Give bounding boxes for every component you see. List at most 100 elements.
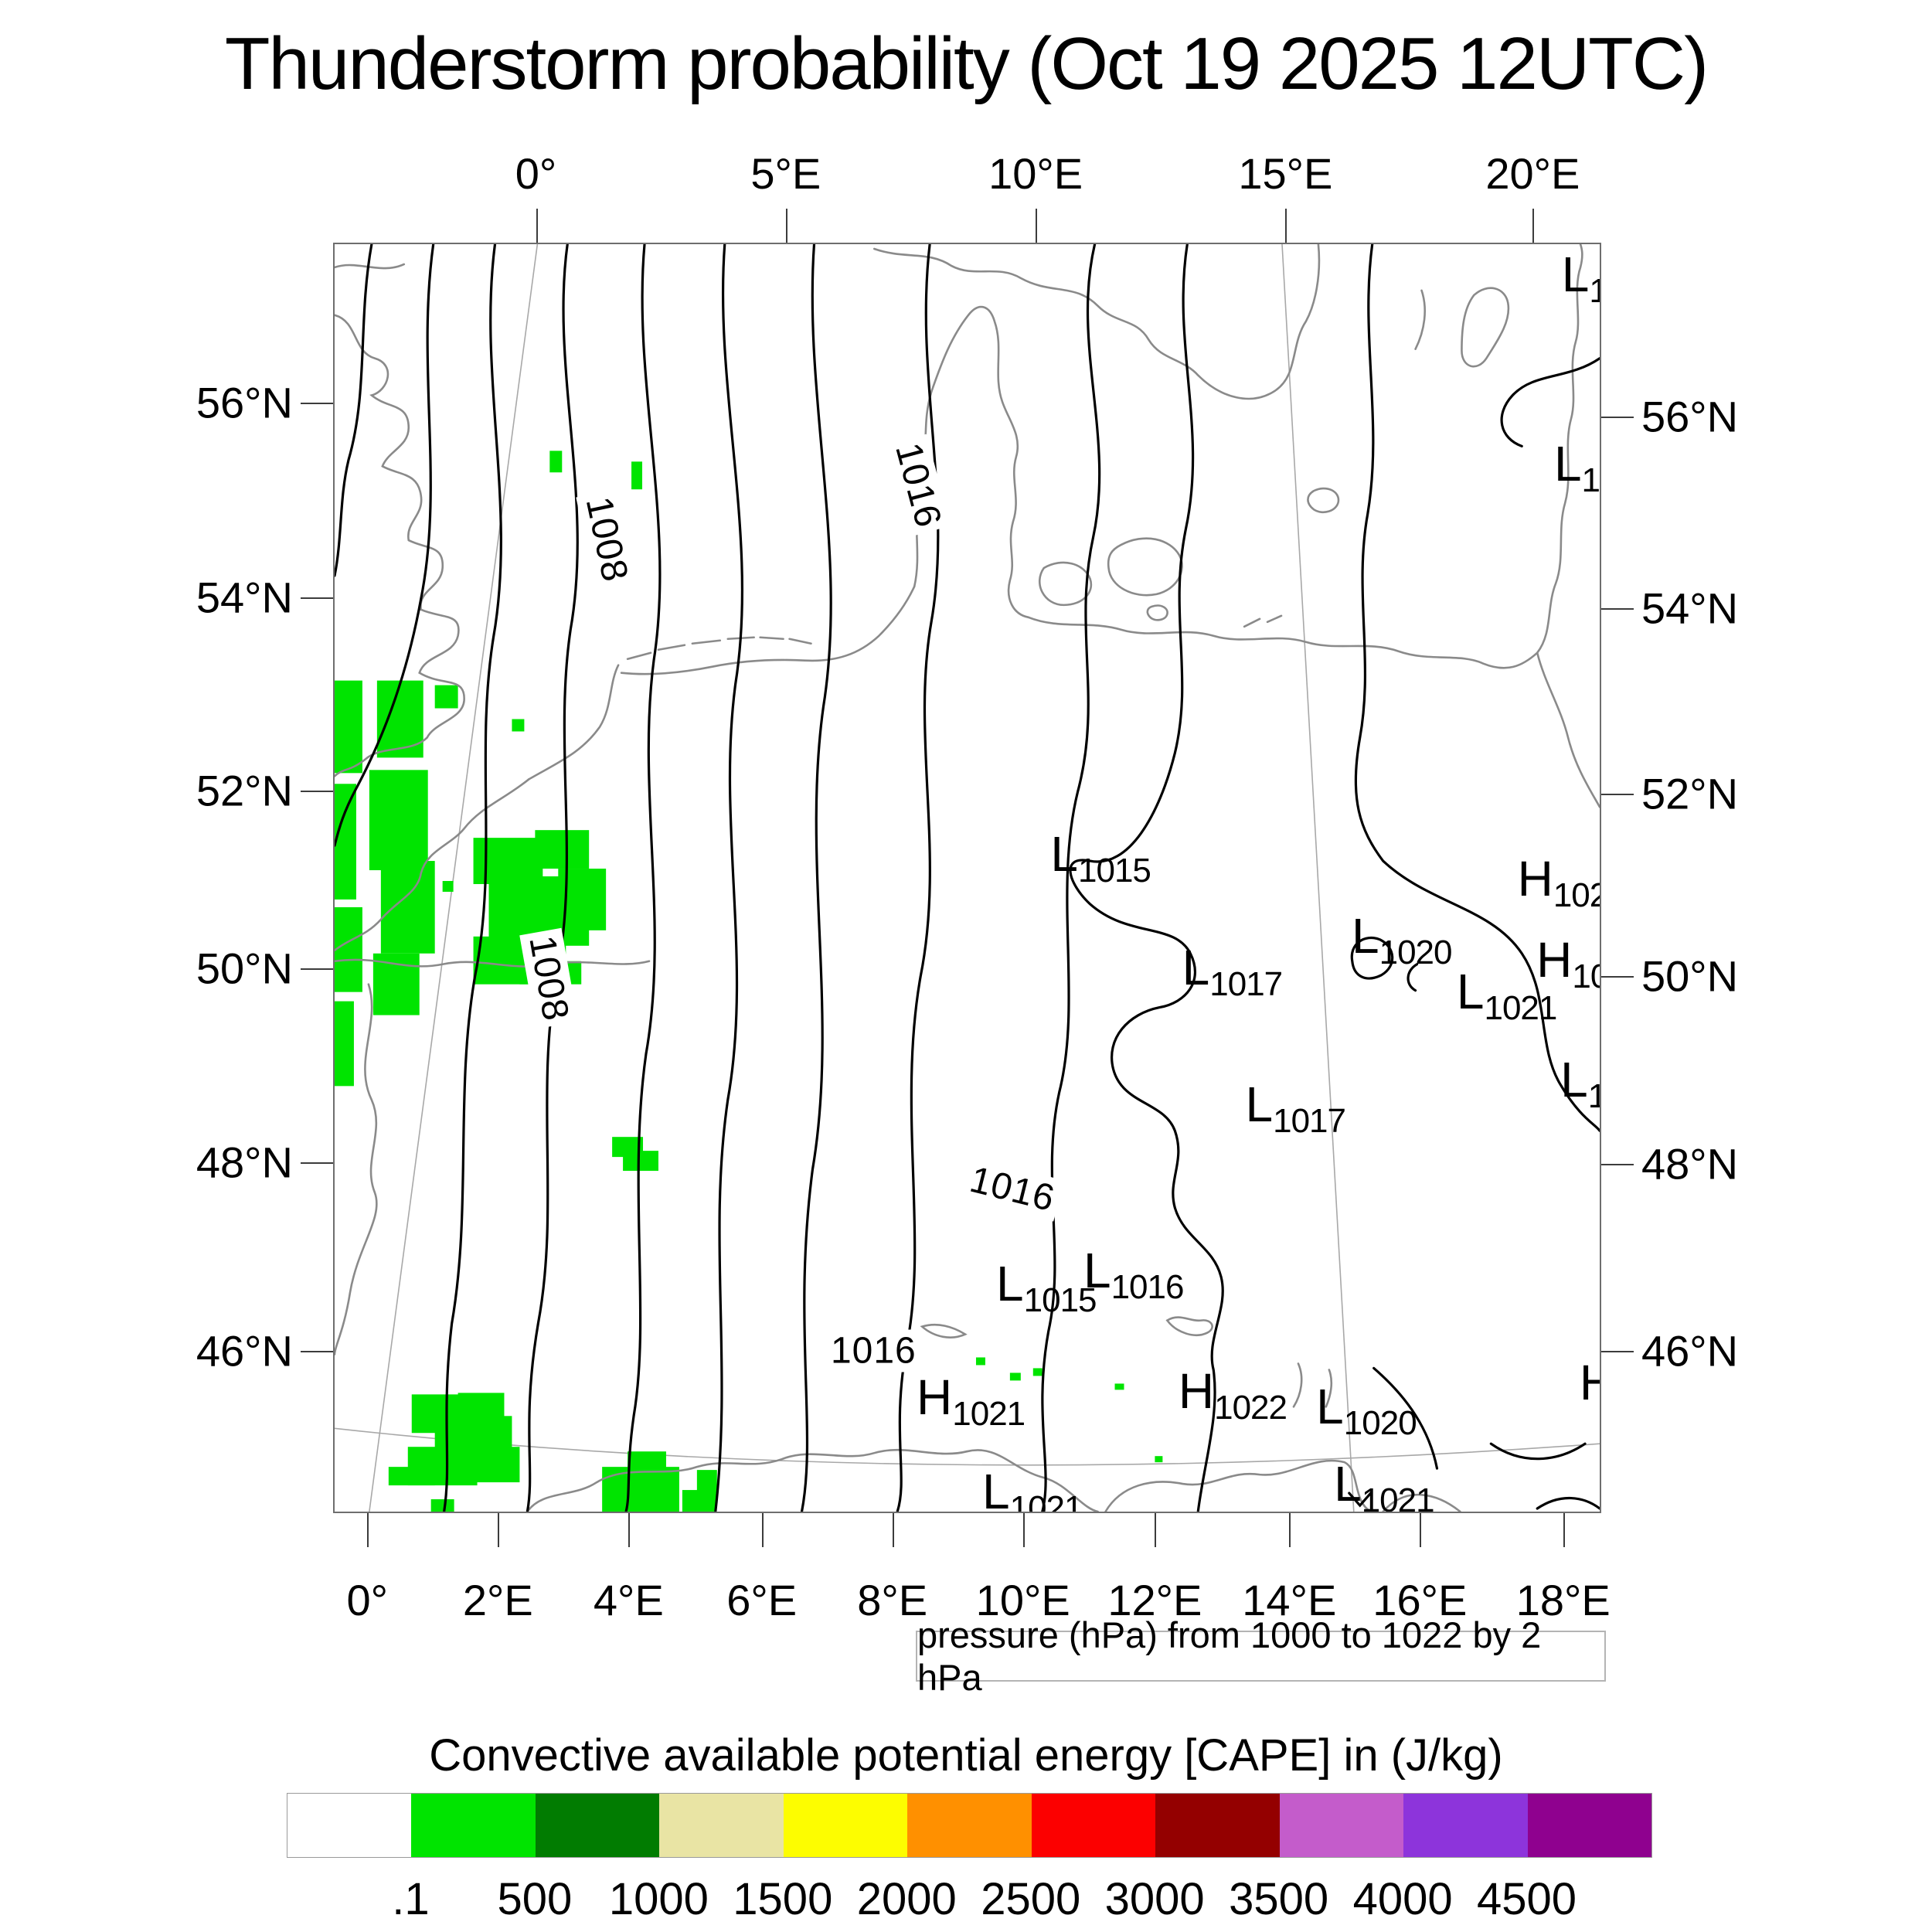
pressure-caption-box: pressure (hPa) from 1000 to 1022 by 2 hP… xyxy=(916,1614,1606,1698)
pressure-center-label: L1021 xyxy=(982,1463,1083,1512)
cape-color-segment xyxy=(1155,1794,1280,1857)
left-axis-label: 54°N xyxy=(196,573,293,622)
top-axis-tick xyxy=(1532,209,1535,243)
contour-value-label: 1016 xyxy=(825,1329,921,1372)
cape-color-segment xyxy=(287,1794,412,1857)
cape-color-segment xyxy=(535,1794,660,1857)
right-axis-label: 52°N xyxy=(1641,769,1739,818)
pressure-center-label: L1020 xyxy=(1352,908,1452,972)
right-axis-tick xyxy=(1601,1350,1634,1352)
pressure-center-label: L1016 xyxy=(1083,1243,1184,1307)
bottom-axis-label: 10°E xyxy=(975,1576,1070,1624)
map-clip-area: L10L102L1015H1024L1020H1024L1021L1017L10… xyxy=(335,244,1600,1512)
page-title: Thunderstorm probability (Oct 19 2025 12… xyxy=(224,22,1709,105)
pressure-center-label: L1017 xyxy=(1245,1077,1346,1141)
bottom-axis-tick xyxy=(892,1513,894,1547)
top-axis-label: 15°E xyxy=(1238,149,1333,198)
pressure-center-label: L1015 xyxy=(1050,825,1151,889)
bottom-axis-tick xyxy=(1022,1513,1025,1547)
right-axis-tick xyxy=(1601,975,1634,978)
pressure-center-label: H1022 xyxy=(1178,1363,1287,1427)
cape-color-segment xyxy=(907,1794,1032,1857)
left-axis-label: 52°N xyxy=(196,766,293,815)
top-axis-tick xyxy=(1285,209,1287,243)
top-axis-tick xyxy=(1036,209,1038,243)
cape-boundary-label: 2500 xyxy=(981,1874,1081,1924)
bottom-axis-label: 16°E xyxy=(1372,1576,1468,1624)
pressure-center-label: L1017 xyxy=(1182,940,1283,1004)
bottom-axis-label: 0° xyxy=(346,1576,389,1624)
cape-boundary-label: 4500 xyxy=(1477,1874,1577,1924)
pressure-contours xyxy=(335,244,1600,1512)
bottom-axis-tick xyxy=(1563,1513,1565,1547)
bottom-axis-tick xyxy=(628,1513,631,1547)
pressure-center-label: L10 xyxy=(1560,1051,1600,1115)
bottom-axis-tick xyxy=(498,1513,500,1547)
pressure-caption-text: pressure (hPa) from 1000 to 1022 by 2 hP… xyxy=(917,1614,1542,1698)
cape-boundary-label: 2000 xyxy=(856,1874,957,1924)
left-axis-tick xyxy=(301,790,333,792)
cape-boundary-label: 1000 xyxy=(608,1874,709,1924)
right-axis-label: 48°N xyxy=(1641,1139,1739,1189)
top-axis-label: 0° xyxy=(515,149,557,198)
top-axis-tick xyxy=(536,209,538,243)
cape-color-segment xyxy=(1279,1794,1404,1857)
left-axis-tick xyxy=(301,597,333,599)
cape-boundary-label: 3000 xyxy=(1104,1874,1205,1924)
right-axis-label: 54°N xyxy=(1641,583,1739,633)
bottom-axis-label: 6°E xyxy=(726,1576,798,1624)
cape-boundary-label: 3500 xyxy=(1229,1874,1329,1924)
left-axis-label: 48°N xyxy=(196,1138,293,1187)
map-graphics xyxy=(335,244,1600,1512)
right-axis-label: 46°N xyxy=(1641,1326,1739,1376)
right-axis-tick xyxy=(1601,608,1634,611)
left-axis-tick xyxy=(301,403,333,405)
cape-green-patches xyxy=(335,451,1163,1512)
cape-boundary-label: 4000 xyxy=(1352,1874,1453,1924)
bottom-axis-label: 8°E xyxy=(857,1576,928,1624)
right-axis-label: 50°N xyxy=(1641,951,1739,1001)
bottom-axis-tick xyxy=(1420,1513,1422,1547)
pressure-center-label: L10 xyxy=(1561,247,1600,311)
right-axis-label: 56°N xyxy=(1641,392,1739,441)
bottom-axis-label: 18°E xyxy=(1515,1576,1611,1624)
graticule-lines xyxy=(335,244,1600,1512)
cape-color-segment xyxy=(783,1794,908,1857)
bottom-axis-tick xyxy=(367,1513,369,1547)
pressure-center-label: H1024 xyxy=(1517,851,1600,915)
bottom-axis-label: 12°E xyxy=(1107,1576,1202,1624)
top-axis-label: 20°E xyxy=(1485,149,1580,198)
cape-colorbar-labels: .1 500 1000 1500 2000 2500 3000 3500 4000 4500 xyxy=(287,1873,1651,1927)
left-axis-tick xyxy=(301,968,333,970)
cape-boundary-label: 500 xyxy=(497,1874,573,1924)
bottom-axis-tick xyxy=(761,1513,764,1547)
cape-color-segment xyxy=(1031,1794,1156,1857)
bottom-axis-label: 14°E xyxy=(1242,1576,1337,1624)
bottom-axis-tick xyxy=(1289,1513,1291,1547)
left-axis-tick xyxy=(301,1162,333,1165)
bottom-axis-tick xyxy=(1155,1513,1157,1547)
pressure-center-label: H1021 xyxy=(917,1369,1026,1434)
top-axis-tick xyxy=(785,209,787,243)
pressure-center-label: L1021 xyxy=(1456,964,1557,1028)
cape-boundary-label: 1500 xyxy=(733,1874,833,1924)
right-axis-tick xyxy=(1601,417,1634,419)
pressure-center-label: L102 xyxy=(1553,435,1600,499)
pressure-center-label: H1024 xyxy=(1536,932,1600,996)
cape-color-segment xyxy=(411,1794,536,1857)
top-axis-label: 10°E xyxy=(988,149,1083,198)
cape-color-segment xyxy=(1403,1794,1528,1857)
bottom-axis-label: 4°E xyxy=(593,1576,664,1624)
left-axis-label: 56°N xyxy=(196,378,293,427)
cape-color-segment xyxy=(659,1794,784,1857)
pressure-center-label: L1021 xyxy=(1334,1455,1434,1512)
left-axis-tick xyxy=(301,1350,333,1352)
bottom-axis-label: 2°E xyxy=(462,1576,533,1624)
top-axis-label: 5°E xyxy=(750,149,821,198)
right-axis-tick xyxy=(1601,794,1634,796)
cape-boundary-label: .1 xyxy=(392,1874,430,1924)
cape-color-segment xyxy=(1527,1794,1651,1857)
cape-colorbar xyxy=(287,1793,1652,1858)
left-axis-label: 46°N xyxy=(196,1326,293,1376)
legend-title: Convective available potential energy [C… xyxy=(429,1730,1503,1781)
